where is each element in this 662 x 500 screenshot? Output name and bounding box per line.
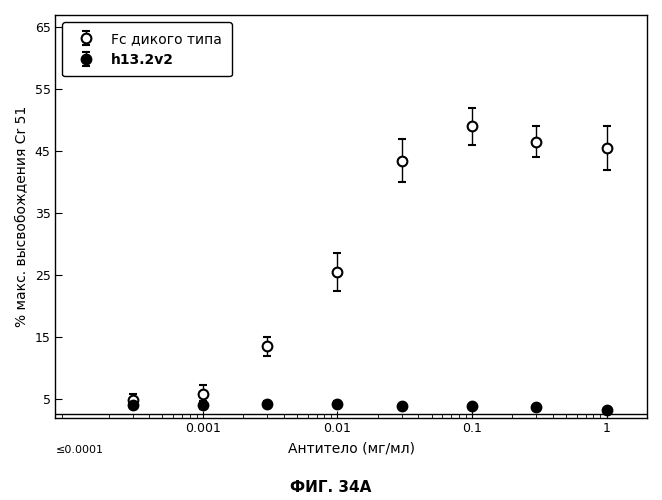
Legend: Fc дикого типа, h13.2v2: Fc дикого типа, h13.2v2: [62, 22, 232, 76]
X-axis label: Антитело (мг/мл): Антитело (мг/мл): [288, 441, 414, 455]
Text: ≤0.0001: ≤0.0001: [56, 446, 103, 456]
Y-axis label: % макс. высвобождения Cr 51: % макс. высвобождения Cr 51: [15, 106, 29, 327]
Text: ФИГ. 34А: ФИГ. 34А: [291, 480, 371, 495]
